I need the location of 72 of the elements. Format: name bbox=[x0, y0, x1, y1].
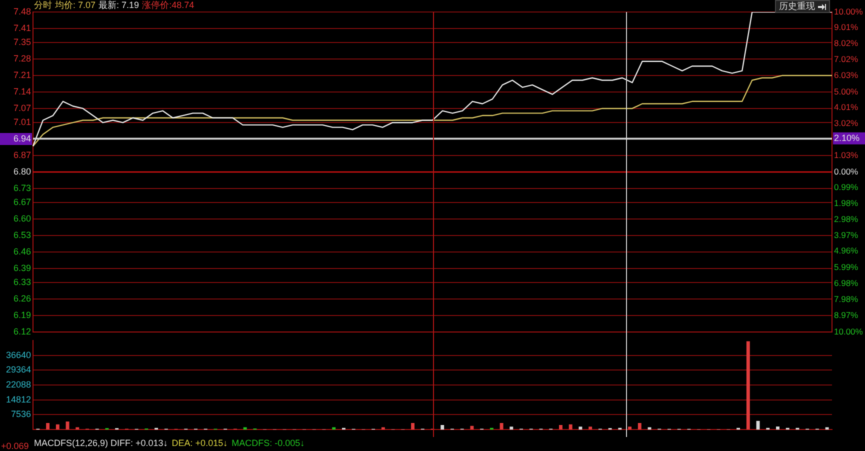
y-tick-label: 7.01 bbox=[13, 117, 31, 128]
bar bbox=[440, 425, 444, 430]
y-tick-label: 7.28 bbox=[13, 54, 31, 64]
y2-tick-label: 10.00% bbox=[834, 6, 864, 16]
y-tick-label: 6.60 bbox=[13, 214, 31, 224]
y-tick-label: 7.35 bbox=[13, 37, 31, 48]
bar bbox=[66, 422, 70, 430]
text: 最新: 7.19 bbox=[98, 0, 140, 11]
y-tick-label: 29364 bbox=[6, 364, 31, 375]
bar bbox=[568, 424, 572, 430]
text: DEA: +0.015↓ bbox=[172, 438, 228, 449]
y2-tick-label: 5.00% bbox=[834, 86, 859, 96]
bar bbox=[776, 426, 780, 430]
y-tick-label: 6.53 bbox=[13, 230, 31, 240]
y-tick-label: 7.14 bbox=[13, 86, 31, 96]
y2-tick-label: 4.01% bbox=[834, 102, 859, 112]
y2-tick-label: 8.97% bbox=[834, 310, 859, 320]
bar bbox=[588, 426, 592, 430]
y2-tick-label: 3.02% bbox=[834, 118, 859, 128]
bar bbox=[628, 426, 632, 430]
y2-tick-label: 1.03% bbox=[834, 150, 859, 160]
y2-tick-label: 0.99% bbox=[834, 182, 859, 192]
y2-tick-label: 7.98% bbox=[834, 294, 859, 304]
text: 涨停价:48.74 bbox=[142, 0, 194, 11]
bar bbox=[470, 426, 474, 430]
y2-tick-label: 10.00% bbox=[834, 326, 864, 336]
ref-line-label: 6.94 bbox=[13, 134, 31, 144]
y2-tick-label: 1.98% bbox=[834, 198, 859, 208]
text: MACDFS: -0.005↓ bbox=[232, 438, 305, 449]
y-tick-label: 6.46 bbox=[13, 246, 31, 256]
y-tick-label: 22088 bbox=[6, 379, 31, 390]
bar bbox=[46, 422, 50, 430]
bar bbox=[746, 341, 750, 430]
y-tick-label: 7.21 bbox=[13, 70, 31, 80]
y-tick-label: 7.48 bbox=[13, 6, 31, 16]
y2-tick-label: 3.97% bbox=[834, 230, 859, 240]
text: 均价: 7.07 bbox=[55, 0, 96, 11]
bar bbox=[411, 422, 414, 430]
y-tick-label: 6.33 bbox=[13, 277, 31, 288]
y-tick-label: 6.73 bbox=[13, 182, 31, 193]
text: +0.069 bbox=[1, 441, 29, 451]
bar bbox=[638, 422, 642, 430]
y-tick-label: 6.80 bbox=[13, 166, 31, 176]
y-tick-label: 7536 bbox=[10, 409, 31, 420]
y2-tick-label: 6.98% bbox=[834, 278, 859, 288]
y-tick-label: 6.12 bbox=[13, 326, 31, 336]
y-tick-label: 6.67 bbox=[13, 197, 31, 208]
y-tick-label: 7.07 bbox=[13, 102, 31, 113]
bar bbox=[559, 425, 562, 430]
y2-tick-label: 6.03% bbox=[834, 70, 859, 80]
bar bbox=[500, 422, 504, 430]
text: MACDFS(12,26,9) DIFF: +0.013↓ bbox=[34, 438, 168, 449]
y-tick-label: 7.41 bbox=[13, 22, 31, 33]
y2-tick-label: 2.98% bbox=[834, 214, 859, 224]
y-tick-label: 6.39 bbox=[13, 262, 31, 273]
text: 历史重现 bbox=[779, 1, 815, 12]
y2-tick-label: 8.02% bbox=[834, 38, 859, 48]
y2-tick-label: 0.00% bbox=[834, 166, 859, 176]
bar bbox=[578, 426, 582, 430]
y-tick-label: 6.26 bbox=[13, 294, 31, 304]
y2-tick-label: 9.01% bbox=[834, 22, 859, 32]
y2-tick-label: 4.96% bbox=[834, 246, 859, 256]
y2-tick-label: 5.99% bbox=[834, 262, 859, 272]
bar bbox=[510, 426, 514, 430]
y-tick-label: 6.19 bbox=[13, 310, 31, 320]
y-tick-label: 36640 bbox=[6, 350, 31, 360]
y2-tick-label: 7.02% bbox=[834, 54, 859, 64]
y-tick-label: 6.87 bbox=[13, 150, 31, 160]
bar bbox=[56, 424, 60, 430]
text: 分时 bbox=[34, 0, 52, 11]
y-tick-label: 14812 bbox=[6, 394, 31, 404]
ref-line-label: 2.10% bbox=[834, 132, 860, 143]
